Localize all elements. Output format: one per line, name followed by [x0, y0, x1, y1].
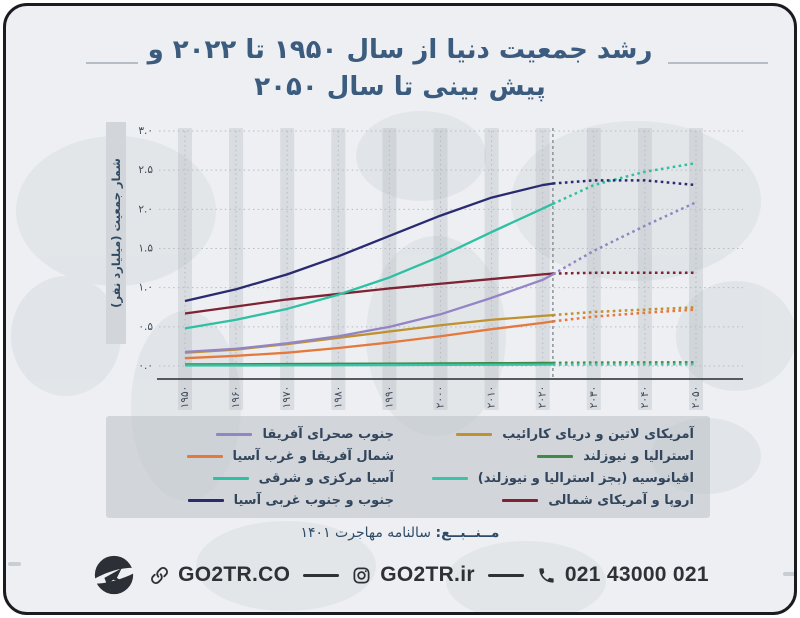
footer-bar: GO2TR.CO GO2TR.ir 021 43000 021 [6, 547, 794, 603]
title-line-1: رشد جمعیت دنیا از سال ۱۹۵۰ تا ۲۰۲۲ و [147, 35, 653, 65]
legend-swatch [187, 498, 224, 502]
decade-band [637, 128, 652, 410]
series-forecast-line-3 [552, 271, 696, 275]
legend-item-latin-america: آمریکای لاتین و دریای کارائیب [422, 423, 694, 445]
series-line-4 [184, 273, 554, 354]
y-tick-label: ۰.۰ [138, 360, 153, 372]
x-tick-label: ۱۹۶۰ [230, 386, 242, 409]
legend-label: جنوب صحرای آفریقا [262, 426, 394, 442]
decade-band [178, 128, 192, 410]
series-line-5 [184, 320, 554, 360]
legend-item-south-southwest-asia: جنوب و جنوب غربی آسیا [122, 489, 394, 511]
x-tick-label: ۱۹۵۰ [179, 386, 191, 409]
legend-label: اروپا و آمریکای شمالی [548, 492, 694, 508]
title-rule-right [668, 62, 768, 64]
legend-column-right: آمریکای لاتین و دریای کارائیب استرالیا و… [422, 423, 694, 511]
footer-separator [487, 573, 524, 577]
source-line: مــنــبــع: سالنامه مهاجرت ۱۴۰۱ [6, 525, 794, 541]
source-label: مــنــبــع: [435, 525, 500, 541]
y-tick-label: ۳.۰ [138, 125, 153, 137]
y-tick-label: ۲.۵ [138, 164, 153, 176]
website-link[interactable]: GO2TR.CO [150, 563, 290, 587]
title-line-2: پیش بینی تا سال ۲۰۵۰ [254, 72, 546, 102]
legend-item-central-east-asia: آسیا مرکزی و شرقی [122, 467, 394, 489]
population-line-chart: ۰.۰ ۰.۵ ۱.۰ ۱.۵ ۲.۰ ۲.۵ ۳.۰ ۱۹۵۰ ۱۹۶۰ ۱۹۷۰ ۱۹۸۰ ۱۹۹… [106, 122, 743, 410]
series-forecast-line-1 [552, 361, 697, 365]
legend-item-oceania: اقیانوسیه (بجز استرالیا و نیوزلند) [422, 467, 694, 489]
decade-band [331, 128, 346, 410]
legend-item-sub-saharan-africa: جنوب صحرای آفریقا [122, 423, 394, 445]
series-line-3 [184, 272, 554, 315]
title-rule-left [86, 62, 138, 64]
phone-text: 021 43000 021 [564, 563, 709, 586]
legend-swatch [216, 432, 253, 436]
legend-item-europe-north-america: اروپا و آمریکای شمالی [422, 489, 694, 511]
decade-band [484, 128, 499, 410]
chart-legend: آمریکای لاتین و دریای کارائیب استرالیا و… [106, 416, 710, 518]
x-tick-label: ۲۰۱۰ [486, 386, 498, 409]
legend-column-left: جنوب صحرای آفریقا شمال آفریقا و غرب آسیا… [122, 423, 394, 511]
x-tick-label: ۲۰۳۰ [588, 386, 600, 409]
legend-swatch [431, 476, 468, 480]
phone-icon [539, 567, 554, 583]
instagram-text: GO2TR.ir [380, 563, 475, 586]
legend-swatch [186, 454, 223, 458]
x-tick-label: ۱۹۸۰ [332, 386, 344, 409]
decade-band [382, 128, 397, 410]
x-tick-label: ۱۹۷۰ [281, 386, 293, 409]
legend-label: آمریکای لاتین و دریای کارائیب [502, 426, 694, 442]
decade-band [689, 128, 703, 410]
instagram-icon [353, 567, 370, 583]
series-forecast-line-5 [552, 308, 697, 323]
series-forecast-line-7 [552, 179, 697, 187]
y-tick-label: ۱.۰ [138, 282, 153, 294]
instagram-link[interactable]: GO2TR.ir [352, 563, 475, 587]
edge-dash-right [783, 572, 794, 576]
x-tick-label: ۲۰۵۰ [690, 386, 702, 409]
website-text: GO2TR.CO [178, 563, 291, 586]
legend-label: آسیا مرکزی و شرقی [258, 470, 394, 486]
series-line-1 [184, 361, 553, 366]
y-tick-label: ۰.۵ [138, 321, 153, 333]
source-text: سالنامه مهاجرت ۱۴۰۱ [300, 525, 436, 541]
decade-band [280, 128, 295, 410]
legend-label: استرالیا و نیوزلند [583, 448, 694, 464]
x-tick-label: ۲۰۴۰ [639, 386, 651, 409]
legend-swatch [212, 476, 249, 480]
rounded-frame: رشد جمعیت دنیا از سال ۱۹۵۰ تا ۲۰۲۲ و پیش… [3, 3, 797, 615]
decade-band [229, 128, 244, 410]
decade-band [433, 128, 448, 410]
y-axis-label-band [106, 122, 126, 344]
page-title: رشد جمعیت دنیا از سال ۱۹۵۰ تا ۲۰۲۲ و پیش… [6, 32, 794, 106]
legend-item-australia-nz: استرالیا و نیوزلند [422, 445, 694, 467]
series-forecast-line-4 [552, 201, 697, 276]
phone-contact[interactable]: 021 43000 021 [537, 563, 709, 587]
series-line-2 [184, 363, 553, 367]
legend-label: اقیانوسیه (بجز استرالیا و نیوزلند) [477, 470, 694, 486]
legend-label: جنوب و جنوب غربی آسیا [233, 492, 394, 508]
x-tick-label: ۲۰۲۰ [537, 386, 549, 409]
legend-swatch [537, 454, 574, 458]
legend-swatch [456, 432, 493, 436]
edge-dash-left [8, 562, 21, 566]
x-tick-label: ۱۹۹۰ [383, 386, 395, 409]
series-forecast-line-0 [552, 306, 697, 317]
legend-label: شمال آفریقا و غرب آسیا [232, 448, 394, 464]
legend-swatch [502, 498, 539, 502]
x-tick-label: ۲۰۰۰ [435, 386, 447, 409]
y-tick-label: ۱.۵ [138, 243, 153, 255]
legend-item-north-africa-west-asia: شمال آفریقا و غرب آسیا [122, 445, 394, 467]
footer-separator [303, 573, 340, 577]
y-tick-label: ۲.۰ [138, 203, 153, 215]
decade-band [586, 128, 601, 410]
go2tr-logo [91, 552, 137, 598]
y-axis-title: شمار جمعیت (میلیارد نفر) [109, 158, 123, 308]
series-line-7 [184, 182, 554, 303]
link-icon [151, 566, 169, 584]
decade-band [535, 128, 550, 410]
series-line-6 [184, 202, 554, 330]
